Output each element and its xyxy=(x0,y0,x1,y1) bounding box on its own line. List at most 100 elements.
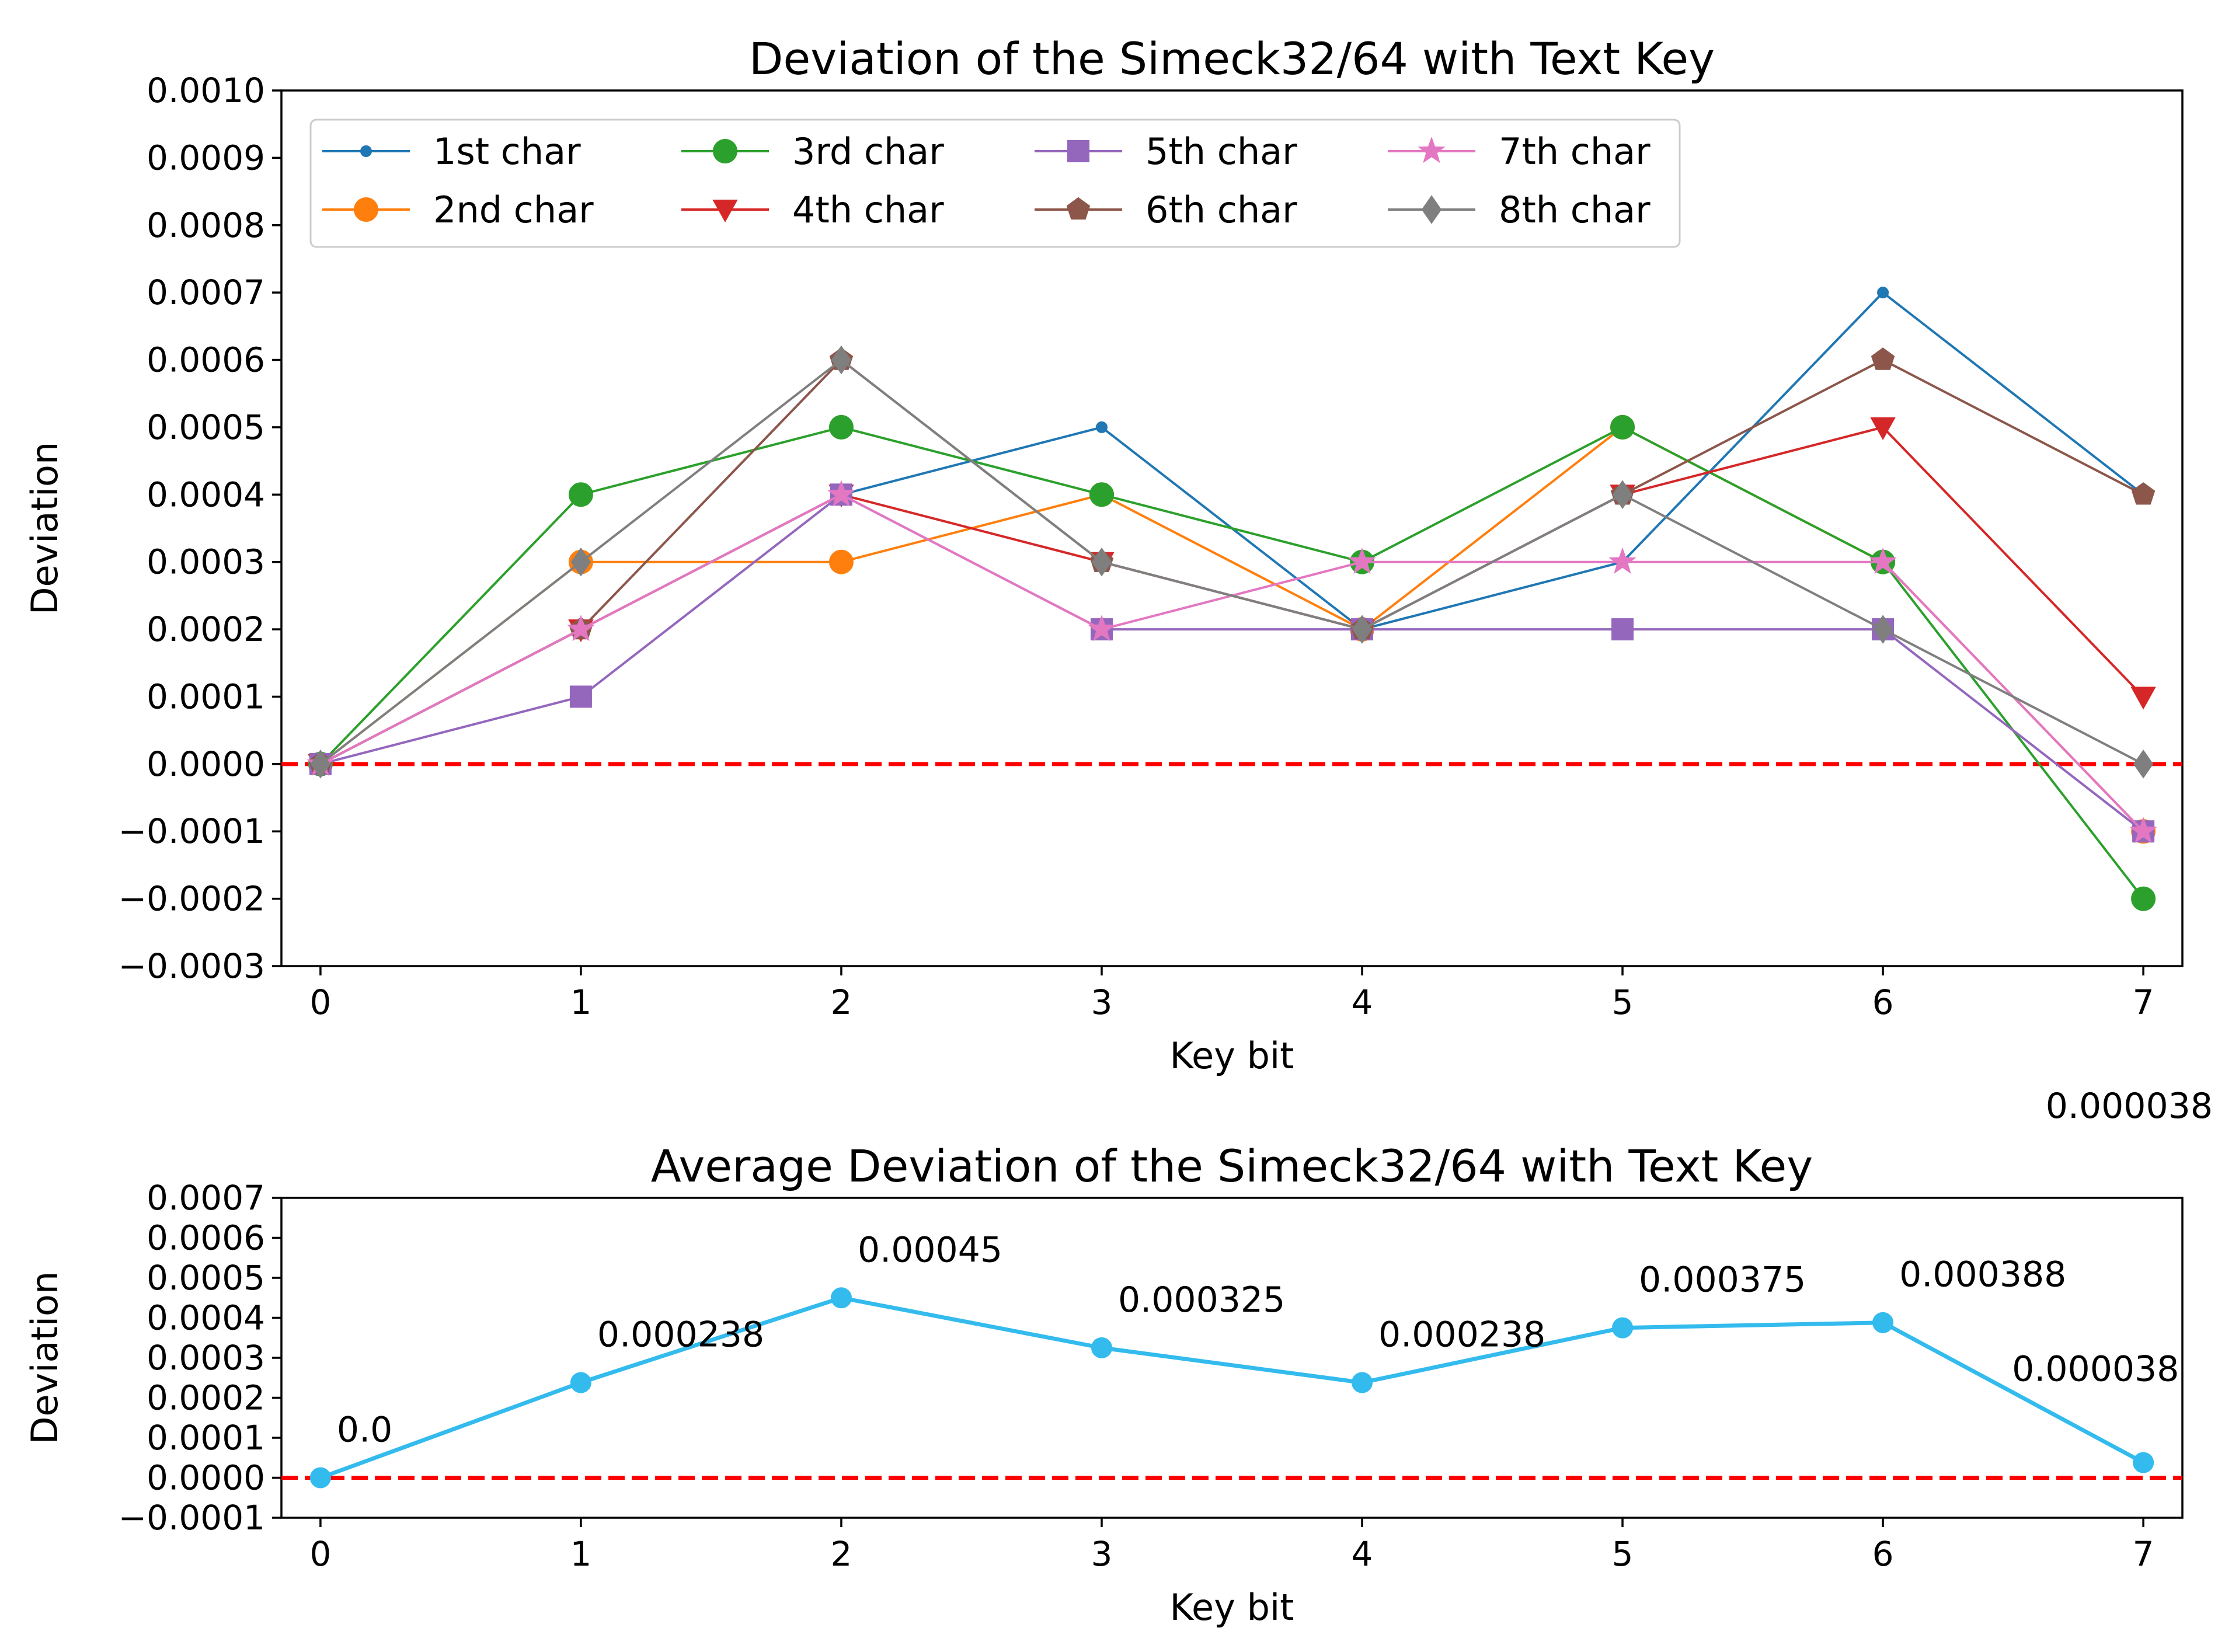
y-tick-label: −0.0003 xyxy=(118,946,265,986)
legend-marker xyxy=(1421,195,1442,224)
legend-label: 5th char xyxy=(1145,130,1297,173)
legend-marker xyxy=(354,197,378,222)
y-tick-label: 0.0008 xyxy=(147,205,265,245)
y-axis-label: Deviation xyxy=(23,442,66,615)
y-tick-label: 0.0004 xyxy=(147,475,265,514)
data-point xyxy=(2133,1452,2154,1473)
x-tick-label: 6 xyxy=(1872,1534,1894,1574)
data-label: 0.000375 xyxy=(1639,1260,1806,1301)
series-line xyxy=(320,493,2144,832)
legend-marker xyxy=(1418,137,1446,163)
y-tick-label: 0.0002 xyxy=(147,1378,265,1418)
series-line xyxy=(319,493,2144,832)
x-axis-label: Key bit xyxy=(1169,1586,1294,1629)
data-point xyxy=(2131,482,2156,505)
data-point xyxy=(1348,547,1376,574)
legend-item-6: 6th char xyxy=(1035,189,1297,231)
y-tick-label: 0.0006 xyxy=(147,340,265,380)
x-axis-label: Key bit xyxy=(1169,1034,1294,1077)
x-tick-label: 3 xyxy=(1091,982,1113,1022)
data-point xyxy=(569,685,592,708)
series-3 xyxy=(308,414,2156,911)
data-point xyxy=(1352,1372,1373,1393)
data-point xyxy=(827,480,855,507)
data-label: 0.000325 xyxy=(1118,1280,1285,1320)
legend-item-5: 5th char xyxy=(1035,130,1297,173)
legend-marker xyxy=(712,200,738,223)
stray-annotation: 0.000038 xyxy=(2046,1086,2213,1127)
y-tick-label: 0.0006 xyxy=(147,1218,265,1258)
legend-item-3: 3rd char xyxy=(681,130,944,173)
x-tick-label: 2 xyxy=(831,982,852,1022)
data-point xyxy=(1091,1337,1112,1358)
legend: 1st char 2nd char 3rd char 4th char 5th char… xyxy=(309,119,1681,248)
legend-label: 8th char xyxy=(1499,189,1651,231)
data-point xyxy=(2133,750,2154,779)
x-tick-label: 3 xyxy=(1091,1534,1113,1574)
x-tick-label: 2 xyxy=(831,1534,852,1574)
y-tick-label: 0.0005 xyxy=(147,407,265,447)
data-label: 0.000238 xyxy=(1378,1314,1545,1355)
legend-label: 6th char xyxy=(1145,189,1297,231)
series-1 xyxy=(309,1287,2154,1489)
legend-label: 2nd char xyxy=(433,189,594,231)
legend-marker xyxy=(1066,197,1091,220)
chart-1: Deviation of the Simeck32/64 with Text K… xyxy=(23,33,2184,1077)
x-tick-label: 7 xyxy=(2133,982,2154,1022)
y-tick-label: 0.0005 xyxy=(147,1258,265,1298)
chart-title: Average Deviation of the Simeck32/64 wit… xyxy=(651,1140,1813,1192)
data-point xyxy=(1091,547,1112,577)
data-point xyxy=(1088,615,1116,642)
data-point xyxy=(1089,482,1114,507)
legend-box xyxy=(309,119,1681,248)
series-line xyxy=(319,426,2144,900)
x-tick-label: 0 xyxy=(309,1534,331,1574)
series-line xyxy=(319,358,2144,765)
data-point xyxy=(1871,347,1895,370)
data-point xyxy=(1611,618,1634,641)
legend-item-2: 2nd char xyxy=(322,189,594,231)
data-point xyxy=(2131,886,2156,911)
data-point xyxy=(1870,417,1896,440)
y-tick-label: 0.0003 xyxy=(147,542,265,582)
data-point xyxy=(570,547,591,577)
y-axis-label: Deviation xyxy=(23,1271,66,1445)
legend-label: 1st char xyxy=(433,130,581,173)
data-label: 0.000038 xyxy=(2012,1348,2179,1389)
legend-marker xyxy=(713,139,737,163)
legend-label: 7th char xyxy=(1499,130,1651,173)
y-tick-label: 0.0007 xyxy=(147,1178,265,1218)
data-point xyxy=(831,345,852,375)
series-7 xyxy=(307,480,2157,844)
y-tick-label: 0.0004 xyxy=(147,1298,265,1338)
y-tick-label: 0.0000 xyxy=(147,1458,265,1498)
y-tick-label: 0.0000 xyxy=(147,744,265,784)
data-point xyxy=(310,750,331,779)
y-tick-label: 0.0007 xyxy=(147,273,265,312)
y-tick-label: 0.0003 xyxy=(147,1338,265,1378)
legend-item-1: 1st char xyxy=(322,130,581,173)
x-tick-label: 4 xyxy=(1352,1534,1373,1574)
legend-item-8: 8th char xyxy=(1388,189,1651,231)
data-point xyxy=(1612,480,1633,510)
data-point xyxy=(1095,421,1108,433)
data-point xyxy=(828,549,854,574)
chart-2: Average Deviation of the Simeck32/64 wit… xyxy=(23,1086,2213,1629)
data-label: 0.00045 xyxy=(858,1229,1002,1270)
y-tick-label: −0.0002 xyxy=(118,879,265,919)
y-tick-label: −0.0001 xyxy=(118,1498,265,1538)
x-tick-label: 4 xyxy=(1352,982,1373,1022)
legend-item-7: 7th char xyxy=(1388,130,1651,173)
x-tick-label: 5 xyxy=(1612,1534,1634,1574)
data-point xyxy=(1872,1312,1894,1333)
data-point xyxy=(1877,287,1889,299)
y-tick-label: 0.0010 xyxy=(147,71,265,110)
plot-frame xyxy=(280,1197,2184,1519)
data-labels: 0.0 0.000238 0.00045 0.000325 0.000238 0.0003… xyxy=(337,1229,2179,1450)
y-tick-label: 0.0002 xyxy=(147,609,265,649)
series-8 xyxy=(310,345,2154,779)
x-tick-label: 0 xyxy=(309,982,331,1022)
data-point xyxy=(1352,615,1373,644)
y-tick-label: 0.0009 xyxy=(147,138,265,177)
plot-frame xyxy=(280,89,2184,967)
